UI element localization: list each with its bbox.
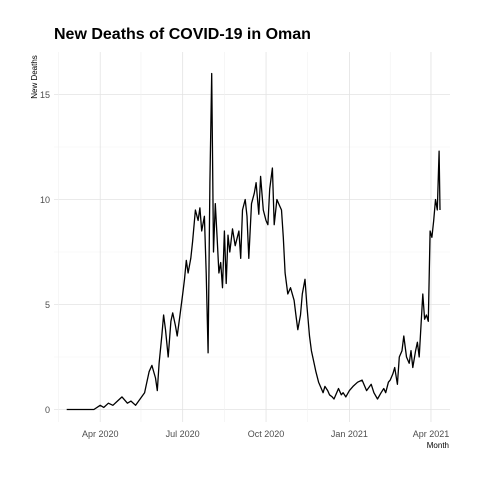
tick-labels: 0 5 10 15 Apr 2020 Jul 2020 Oct 2020 Jan 2021 Ap… — [40, 90, 449, 439]
chart-title: New Deaths of COVID-19 in Oman — [54, 26, 311, 43]
y-tick-label: 5 — [45, 300, 50, 310]
x-tick-label: Jan 2021 — [331, 429, 368, 439]
x-tick-label: Apr 2021 — [413, 429, 450, 439]
y-tick-label: 0 — [45, 405, 50, 415]
x-tick-label: Oct 2020 — [248, 429, 285, 439]
y-tick-label: 10 — [40, 195, 50, 205]
x-tick-label: Jul 2020 — [166, 429, 200, 439]
y-axis-title: New Deaths — [30, 55, 39, 99]
grid-lines — [54, 52, 450, 422]
x-tick-label: Apr 2020 — [82, 429, 119, 439]
y-tick-label: 15 — [40, 90, 50, 100]
series-line-new-deaths — [66, 72, 441, 411]
x-axis-title: Month — [427, 441, 449, 450]
